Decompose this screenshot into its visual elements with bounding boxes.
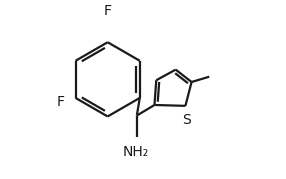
Text: F: F [56, 95, 64, 109]
Text: S: S [182, 113, 191, 127]
Text: NH₂: NH₂ [123, 145, 149, 159]
Text: F: F [104, 4, 112, 18]
